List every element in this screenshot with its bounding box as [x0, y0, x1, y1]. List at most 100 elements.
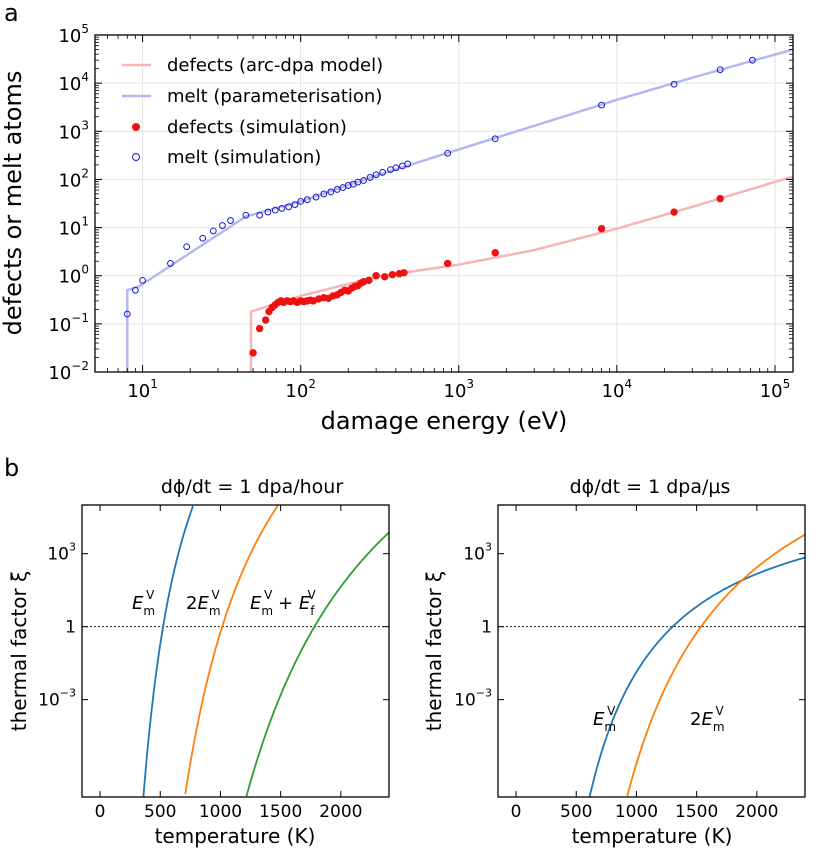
panel-b-right-title: dϕ/dt = 1 dpa/μs	[570, 476, 731, 498]
panel-a-points	[123, 56, 756, 357]
defects-model-line	[249, 175, 794, 372]
melt-sim-point	[256, 211, 264, 219]
legend-defects-model-label: defects (arc-dpa model)	[167, 55, 383, 76]
y-tick-label: 105	[58, 22, 89, 47]
y-tick-label: 1	[65, 618, 76, 638]
legend-melt-sim-label: melt (simulation)	[167, 147, 321, 168]
y-tick-label: 102	[58, 166, 89, 191]
defects-sim-point	[716, 194, 724, 203]
melt-sim-point	[366, 174, 374, 181]
y-tick-label: 101	[58, 215, 89, 240]
panel-b-right-curve-labels: EmV 2EmV	[593, 704, 725, 734]
panel-a-legend: defects (arc-dpa model) melt (parameteris…	[122, 55, 383, 168]
panel-a-xlabel: damage energy (eV)	[321, 407, 568, 435]
x-tick-label: 0	[95, 802, 106, 822]
melt-sim-point	[183, 243, 191, 251]
legend-melt-sim-swatch	[132, 153, 140, 161]
melt-sim-point	[312, 193, 320, 201]
melt-sim-point	[333, 186, 341, 193]
y-tick-label: 1	[481, 618, 492, 638]
melt-sim-point	[199, 234, 207, 242]
legend-melt-param-label: melt (parameterisation)	[167, 86, 382, 107]
defects-sim-point	[400, 269, 408, 277]
panel-b-left-curve-labels: EmV 2EmV EmV + EfV	[132, 588, 316, 618]
x-tick-label: 1500	[259, 802, 302, 822]
panel-letter-b: b	[4, 454, 19, 482]
melt-sim-point	[139, 276, 146, 284]
melt-sim-point	[372, 171, 380, 179]
panel-b-right-ticks: 0 500 1000 1500 2000 10−3 1 103	[454, 505, 805, 822]
y-tick-label: 104	[58, 70, 89, 95]
melt-sim-point	[209, 227, 217, 235]
y-tick-label: 100	[58, 263, 89, 288]
panel-b-right-chart: dϕ/dt = 1 dpa/μs 0 500 1000 1500 2000 10−3 1 10…	[422, 476, 806, 848]
panel-b-left-xlabel: temperature (K)	[155, 824, 316, 848]
melt-sim-point	[227, 217, 234, 224]
melt-sim-point	[278, 205, 286, 212]
panel-a-ticks: 101 102 103 104 105 10−2 10−1 100 101 102 103 104 10…	[48, 22, 793, 402]
x-tick-label: 500	[144, 802, 176, 822]
panel-a-chart: 101 102 103 104 105 10−2 10−1 100 101 102 103 104 10…	[0, 22, 794, 435]
melt-sim-point	[444, 149, 452, 157]
x-tick-label: 0	[511, 802, 522, 822]
curve-Em	[142, 505, 194, 798]
melt-sim-point	[264, 208, 272, 216]
panel-b-left-ticks: 0 500 1000 1500 2000 10−3 1 103	[38, 505, 389, 822]
x-tick-label: 103	[444, 377, 475, 402]
panel-b-right-xlabel: temperature (K)	[572, 824, 733, 848]
defects-sim-point	[255, 324, 264, 333]
melt-sim-point	[123, 310, 131, 318]
curve-2Em-label: 2EmV	[690, 704, 725, 734]
curve-Em-label: EmV	[593, 704, 616, 734]
y-tick-label: 10−3	[38, 687, 76, 711]
panel-b-left-curves	[142, 505, 390, 798]
defects-sim-point	[491, 249, 499, 257]
melt-sim-point	[303, 196, 311, 204]
legend-defects-sim-label: defects (simulation)	[167, 117, 347, 138]
melt-sim-point	[242, 211, 250, 219]
defects-sim-point	[443, 259, 452, 268]
curve-Em	[588, 556, 806, 797]
melt-sim-point	[131, 286, 139, 294]
defects-sim-point	[670, 208, 678, 216]
curve-Em-label: EmV	[132, 588, 155, 618]
panel-a-frame	[94, 34, 794, 373]
panel-b-left-ylabel: thermal factor ξ	[7, 571, 31, 731]
y-tick-label: 10−3	[454, 687, 492, 711]
defects-sim-point	[388, 270, 397, 279]
melt-sim-point	[379, 168, 387, 176]
defects-sim-point	[372, 272, 380, 280]
panel-b-left-title: dϕ/dt = 1 dpa/hour	[161, 476, 344, 498]
melt-sim-point	[297, 197, 305, 205]
x-tick-label: 1000	[199, 802, 242, 822]
defects-sim-point	[249, 349, 257, 357]
panel-b-right-frame	[497, 504, 806, 798]
defects-sim-point	[261, 316, 270, 324]
melt-sim-point	[320, 190, 328, 198]
melt-sim-point	[392, 164, 400, 172]
melt-sim-point	[285, 203, 293, 211]
melt-sim-point	[716, 66, 724, 74]
x-tick-label: 1000	[615, 802, 658, 822]
melt-sim-point	[749, 56, 756, 64]
x-tick-label: 2000	[735, 802, 778, 822]
melt-sim-point	[291, 201, 299, 209]
melt-sim-point	[167, 260, 174, 267]
defects-sim-point	[597, 224, 606, 233]
panel-b-right-ylabel: thermal factor ξ	[422, 571, 446, 731]
panel-a-ylabel: defects or melt atoms	[0, 71, 27, 336]
panel-letter-a: a	[4, 0, 19, 27]
melt-sim-point	[598, 101, 605, 109]
curve-2Em	[626, 533, 806, 797]
panel-b-left-frame	[81, 504, 390, 798]
curve-2Em	[184, 505, 279, 795]
legend-defects-sim-swatch	[132, 123, 140, 131]
melt-sim-point	[219, 222, 226, 229]
x-tick-label: 500	[560, 802, 592, 822]
panel-a-grid	[95, 35, 793, 372]
melt-sim-point	[344, 182, 352, 189]
panel-b-left-chart: dϕ/dt = 1 dpa/hour 0 500 1000 1500 2000 10−3 1…	[7, 476, 390, 848]
defects-sim-point	[365, 276, 373, 285]
y-tick-label: 10−2	[48, 359, 89, 384]
